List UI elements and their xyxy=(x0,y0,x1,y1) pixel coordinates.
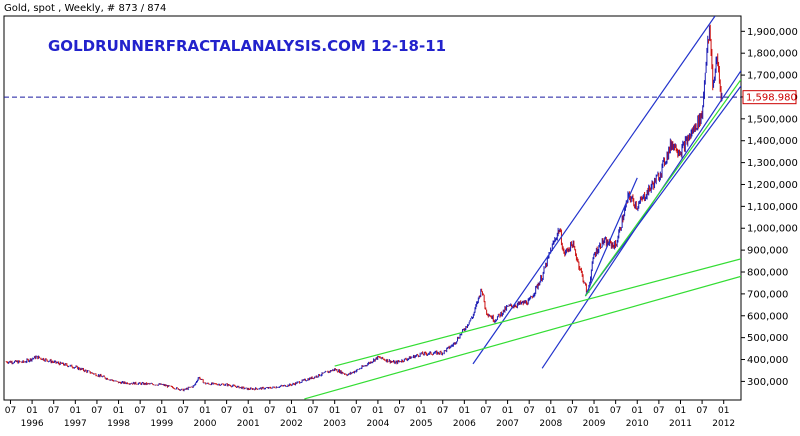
x-tick-label: 07 xyxy=(264,406,275,416)
x-tick-label: 01 xyxy=(718,406,729,416)
x-year-label: 2004 xyxy=(366,419,389,429)
x-tick-label: 07 xyxy=(653,406,664,416)
x-tick-label: 01 xyxy=(545,406,556,416)
y-tick-label: 1,800,000 xyxy=(747,49,798,60)
x-tick-label: 01 xyxy=(459,406,470,416)
x-tick-label: 07 xyxy=(307,406,318,416)
y-tick-label: 1,000,000 xyxy=(747,224,798,235)
watermark-text: GOLDRUNNERFRACTALANALYSIS.COM 12-18-11 xyxy=(48,37,446,55)
x-year-label: 2001 xyxy=(237,419,260,429)
x-year-label: 2008 xyxy=(539,419,562,429)
x-tick-label: 01 xyxy=(242,406,253,416)
y-tick-label: 1,200,000 xyxy=(747,180,798,191)
x-tick-label: 01 xyxy=(286,406,297,416)
x-year-label: 2009 xyxy=(583,419,606,429)
blue-trend-line xyxy=(584,85,741,297)
x-tick-label: 07 xyxy=(48,406,59,416)
x-tick-label: 07 xyxy=(91,406,102,416)
x-year-label: 1998 xyxy=(107,419,130,429)
x-year-label: 2007 xyxy=(496,419,519,429)
x-tick-label: 07 xyxy=(480,406,491,416)
x-tick-label: 01 xyxy=(372,406,383,416)
x-year-label: 1997 xyxy=(64,419,87,429)
x-tick-label: 01 xyxy=(502,406,513,416)
x-year-label: 2011 xyxy=(669,419,692,429)
x-tick-label: 01 xyxy=(588,406,599,416)
trend-lines xyxy=(304,16,741,400)
last-price-box xyxy=(742,90,797,105)
x-tick-label: 07 xyxy=(178,406,189,416)
x-tick-label: 01 xyxy=(415,406,426,416)
y-tick-label: 600,000 xyxy=(747,311,788,322)
y-tick-label: 1,500,000 xyxy=(747,114,798,125)
y-tick-label: 1,700,000 xyxy=(747,71,798,82)
x-tick-label: 01 xyxy=(632,406,643,416)
y-tick-label: 1,900,000 xyxy=(747,27,798,38)
x-tick-label: 07 xyxy=(221,406,232,416)
x-tick-label: 01 xyxy=(329,406,340,416)
x-tick-label: 07 xyxy=(437,406,448,416)
x-year-label: 2010 xyxy=(626,419,649,429)
x-tick-label: 07 xyxy=(696,406,707,416)
x-tick-label: 07 xyxy=(5,406,16,416)
y-tick-label: 300,000 xyxy=(747,377,788,388)
x-year-label: 2012 xyxy=(712,419,735,429)
x-year-label: 1996 xyxy=(21,419,44,429)
x-year-label: 1999 xyxy=(150,419,173,429)
green-trend-line xyxy=(584,79,741,297)
y-tick-label: 700,000 xyxy=(747,289,788,300)
x-tick-label: 01 xyxy=(199,406,210,416)
x-tick-label: 07 xyxy=(394,406,405,416)
plot-frame xyxy=(3,15,742,401)
blue-trend-line xyxy=(472,16,716,365)
x-tick-label: 07 xyxy=(351,406,362,416)
x-year-label: 2000 xyxy=(194,419,217,429)
x-tick-label: 01 xyxy=(156,406,167,416)
y-tick-label: 800,000 xyxy=(747,268,788,279)
green-trend-line xyxy=(304,275,741,400)
y-tick-label: 1,400,000 xyxy=(747,136,798,147)
x-tick-label: 07 xyxy=(610,406,621,416)
last-price-label: 1,598.980 xyxy=(746,93,797,104)
x-year-label: 2005 xyxy=(410,419,433,429)
y-tick-label: 1,100,000 xyxy=(747,202,798,213)
reference-level: 1,598.980 xyxy=(4,90,797,105)
price-series xyxy=(5,24,723,392)
x-tick-label: 01 xyxy=(70,406,81,416)
x-tick-label: 01 xyxy=(113,406,124,416)
x-tick-label: 01 xyxy=(26,406,37,416)
x-year-label: 2003 xyxy=(323,419,346,429)
x-tick-label: 07 xyxy=(134,406,145,416)
y-tick-label: 900,000 xyxy=(747,246,788,257)
x-year-label: 2006 xyxy=(453,419,476,429)
x-tick-label: 07 xyxy=(523,406,534,416)
x-tick-label: 07 xyxy=(567,406,578,416)
blue-trend-line xyxy=(584,177,638,297)
green-trend-line xyxy=(334,258,741,367)
x-year-label: 2002 xyxy=(280,419,303,429)
y-tick-label: 400,000 xyxy=(747,355,788,366)
chart-header: Gold, spot , Weekly, # 873 / 874 xyxy=(4,3,166,14)
y-tick-label: 500,000 xyxy=(747,333,788,344)
y-tick-label: 1,300,000 xyxy=(747,158,798,169)
x-axis: 07 01 07 01 07 01 07 01 07 01 07 01 07 01 07 01 07 01 07 01… xyxy=(5,400,735,429)
x-tick-label: 01 xyxy=(675,406,686,416)
